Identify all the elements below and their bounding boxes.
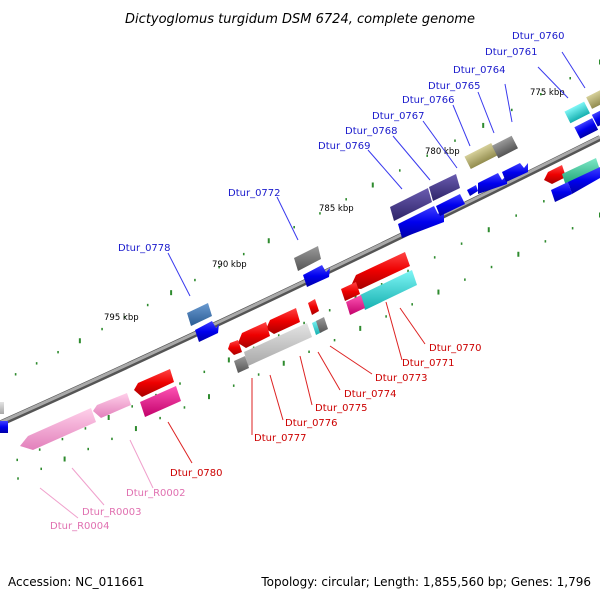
leader-line	[422, 120, 458, 169]
gene-feature[interactable]	[390, 188, 432, 221]
leader-line	[39, 487, 79, 519]
leader-line	[504, 83, 513, 123]
gene-label[interactable]: Dtur_0769	[318, 141, 371, 152]
kbp-label: 780 kbp	[425, 147, 460, 157]
gene-feature[interactable]	[244, 323, 312, 366]
genome-backbone	[0, 135, 600, 425]
rna-feature[interactable]	[20, 408, 96, 450]
gene-label[interactable]: Dtur_0770	[429, 343, 482, 354]
gene-feature[interactable]	[294, 246, 321, 271]
leader-line	[317, 351, 341, 391]
gene-feature[interactable]	[341, 282, 360, 301]
kbp-label: 795 kbp	[104, 313, 139, 323]
gene-label[interactable]: Dtur_0760	[512, 31, 565, 42]
gene-feature[interactable]	[346, 295, 365, 315]
leader-line	[392, 135, 431, 181]
gene-label[interactable]: Dtur_0768	[345, 126, 398, 137]
reverse-gene-labels: Dtur_0770 Dtur_0771 Dtur_0773 Dtur_0774 …	[170, 343, 482, 479]
gene-feature[interactable]	[316, 317, 328, 333]
forward-genes	[0, 90, 600, 433]
accession-text: Accession: NC_011661	[8, 575, 144, 589]
gene-label[interactable]: Dtur_0772	[228, 188, 281, 199]
leader-line	[167, 421, 193, 464]
gene-feature[interactable]	[464, 142, 498, 170]
gene-feature[interactable]	[502, 163, 528, 182]
leader-line	[367, 149, 403, 190]
gene-feature[interactable]	[187, 303, 212, 326]
gene-label[interactable]: Dtur_R0003	[82, 507, 141, 518]
leader-line	[399, 307, 426, 345]
gene-feature[interactable]	[544, 165, 566, 184]
gene-feature[interactable]	[591, 110, 600, 127]
gene-label[interactable]: Dtur_R0004	[50, 521, 109, 532]
leader-line	[276, 196, 299, 241]
gene-feature[interactable]	[266, 308, 300, 334]
genome-summary-text: Topology: circular; Length: 1,855,560 bp…	[260, 575, 591, 589]
gene-label[interactable]: Dtur_0764	[453, 65, 506, 76]
leader-line	[561, 51, 586, 89]
gene-label[interactable]: Dtur_0765	[428, 81, 481, 92]
gene-feature[interactable]	[308, 299, 319, 315]
gene-feature[interactable]	[195, 321, 219, 342]
gene-feature[interactable]	[140, 386, 181, 417]
gene-feature[interactable]	[398, 206, 444, 238]
gene-label[interactable]: Dtur_0773	[375, 373, 428, 384]
leader-line	[129, 439, 154, 489]
gene-label[interactable]: Dtur_0780	[170, 468, 223, 479]
gene-label[interactable]: Dtur_0777	[254, 433, 307, 444]
rna-gene-labels: Dtur_R0002 Dtur_R0003 Dtur_R0004	[50, 488, 185, 532]
gene-feature[interactable]	[350, 252, 410, 289]
gene-label[interactable]: Dtur_0761	[485, 47, 538, 58]
leader-line	[71, 467, 105, 506]
gene-label[interactable]: Dtur_0778	[118, 243, 171, 254]
gene-feature[interactable]	[467, 185, 478, 196]
gene-label[interactable]: Dtur_0776	[285, 418, 338, 429]
gene-label[interactable]: Dtur_R0002	[126, 488, 185, 499]
gene-feature[interactable]	[429, 174, 460, 201]
label-leaders	[39, 51, 586, 519]
gene-feature[interactable]	[360, 270, 417, 310]
gene-feature[interactable]	[492, 135, 518, 159]
leader-line	[329, 345, 373, 375]
gene-label[interactable]: Dtur_0766	[402, 95, 455, 106]
kbp-label: 775 kbp	[530, 88, 565, 98]
gene-label[interactable]: Dtur_0775	[315, 403, 368, 414]
gene-feature[interactable]	[228, 340, 242, 355]
forward-gene-labels: Dtur_0760 Dtur_0761 Dtur_0764 Dtur_0765 …	[118, 31, 565, 254]
gene-feature[interactable]	[0, 402, 4, 414]
gene-label[interactable]: Dtur_0771	[402, 358, 455, 369]
leader-line	[299, 355, 313, 406]
genome-title: Dictyoglomus turgidum DSM 6724, complete…	[125, 12, 475, 27]
gene-feature[interactable]	[303, 265, 330, 287]
reverse-genes	[20, 158, 600, 450]
gene-feature[interactable]	[234, 356, 249, 373]
gene-feature[interactable]	[436, 194, 465, 216]
gene-feature[interactable]	[574, 118, 599, 139]
gene-feature[interactable]	[551, 182, 572, 202]
rna-feature[interactable]	[93, 393, 131, 418]
gene-feature[interactable]	[568, 167, 600, 194]
gene-feature[interactable]	[478, 173, 507, 194]
gene-feature[interactable]	[134, 369, 174, 397]
gene-feature[interactable]	[238, 322, 270, 348]
gene-feature[interactable]	[564, 101, 590, 124]
gene-label[interactable]: Dtur_0767	[372, 111, 425, 122]
leader-line	[167, 252, 191, 297]
gene-label[interactable]: Dtur_0774	[344, 389, 397, 400]
leader-line	[385, 301, 403, 361]
leader-line	[477, 91, 495, 134]
leader-line	[452, 104, 471, 147]
gene-feature[interactable]	[0, 421, 8, 433]
gene-feature[interactable]	[586, 90, 600, 109]
kbp-label: 785 kbp	[319, 204, 354, 214]
gene-feature[interactable]	[562, 158, 600, 186]
kbp-label: 790 kbp	[212, 260, 247, 270]
leader-line	[537, 66, 569, 99]
leader-line	[269, 374, 284, 421]
